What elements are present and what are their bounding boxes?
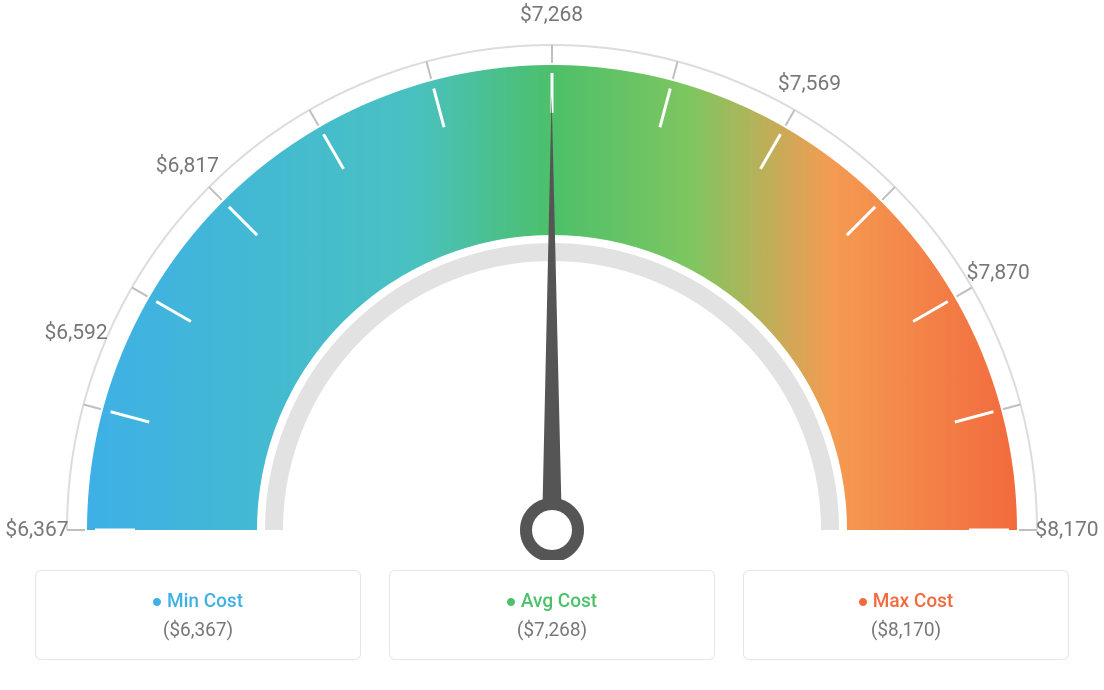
legend-avg-title: Avg Cost xyxy=(400,589,704,612)
gauge-svg xyxy=(0,0,1104,560)
legend-max-title-text: Max Cost xyxy=(873,589,953,612)
gauge-tick-label: $6,592 xyxy=(44,321,107,345)
legend-avg: Avg Cost ($7,268) xyxy=(389,570,715,660)
legend-avg-value: ($7,268) xyxy=(400,618,704,641)
legend-min-value: ($6,367) xyxy=(46,618,350,641)
gauge-tick-label: $8,170 xyxy=(1035,518,1098,542)
legend-max-title: Max Cost xyxy=(754,589,1058,612)
legend-min-title-text: Min Cost xyxy=(167,589,243,612)
legend-avg-title-text: Avg Cost xyxy=(521,589,597,612)
gauge-tick-label: $7,870 xyxy=(967,261,1030,285)
cost-gauge-chart: $6,367 $6,592 $6,817 $7,268 $7,569 $7,870 $8,1… xyxy=(0,0,1104,560)
legend-min-dot xyxy=(153,598,161,606)
legend-row: Min Cost ($6,367) Avg Cost ($7,268) Max … xyxy=(0,570,1104,660)
legend-avg-dot xyxy=(507,598,515,606)
legend-max: Max Cost ($8,170) xyxy=(743,570,1069,660)
legend-min: Min Cost ($6,367) xyxy=(35,570,361,660)
legend-min-title: Min Cost xyxy=(46,589,350,612)
legend-max-dot xyxy=(859,598,867,606)
gauge-tick-label: $6,367 xyxy=(5,518,68,542)
legend-max-value: ($8,170) xyxy=(754,618,1058,641)
gauge-tick-label: $6,817 xyxy=(156,154,219,178)
gauge-tick-label: $7,268 xyxy=(520,3,583,27)
gauge-tick-label: $7,569 xyxy=(778,72,841,96)
